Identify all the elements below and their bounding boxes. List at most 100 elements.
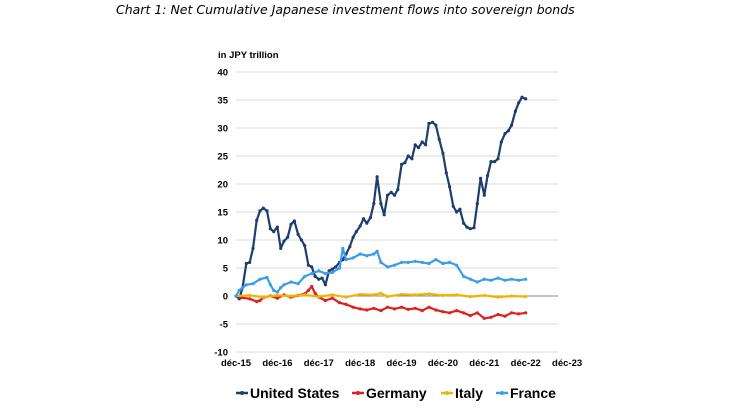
data-point	[465, 225, 469, 229]
y-axis-ticks: -10 -5 0 5 10 15 20 25 30 35 40	[214, 68, 228, 359]
data-point	[268, 227, 272, 231]
data-point	[468, 295, 472, 299]
data-point	[323, 283, 327, 287]
data-point	[248, 260, 252, 264]
data-point	[358, 307, 362, 311]
data-point	[427, 121, 431, 126]
data-point	[310, 265, 314, 269]
data-point	[479, 176, 483, 180]
data-point	[468, 314, 472, 318]
data-point	[337, 301, 342, 305]
data-point	[375, 175, 379, 179]
data-point	[448, 260, 452, 264]
data-point	[400, 162, 404, 166]
data-point	[251, 282, 255, 286]
data-point	[489, 315, 493, 319]
legend-marker	[240, 391, 244, 395]
data-point	[289, 280, 293, 284]
data-point	[275, 296, 279, 300]
data-point	[379, 309, 383, 313]
series-line-germany	[234, 285, 527, 320]
data-point	[258, 277, 262, 281]
data-point	[510, 123, 514, 127]
data-point	[234, 294, 238, 298]
data-point	[286, 235, 290, 239]
data-point	[503, 314, 507, 318]
chart-title: Chart 1: Net Cumulative Japanese investm…	[116, 2, 575, 17]
data-point	[420, 260, 424, 264]
data-point	[251, 246, 255, 250]
data-point	[289, 294, 293, 298]
y-tick-label: 20	[217, 180, 228, 191]
data-point	[434, 308, 438, 312]
y-tick-label: 25	[217, 152, 228, 163]
data-point	[299, 238, 303, 242]
data-point	[237, 288, 241, 292]
data-point	[279, 286, 283, 290]
data-point	[296, 282, 300, 286]
data-point	[441, 293, 445, 297]
data-point	[303, 293, 307, 297]
data-point	[431, 120, 435, 124]
data-point	[330, 270, 334, 275]
legend-label: United States	[250, 385, 340, 401]
data-point	[392, 307, 397, 311]
data-point	[392, 193, 397, 197]
data-point	[475, 202, 479, 206]
data-point	[323, 272, 327, 276]
data-point	[372, 306, 376, 310]
data-point	[337, 266, 342, 270]
data-point	[472, 226, 476, 230]
data-point	[317, 269, 321, 273]
data-point	[517, 101, 521, 105]
data-point	[441, 151, 445, 155]
data-point	[241, 296, 245, 300]
data-point	[261, 206, 265, 210]
data-point	[379, 260, 383, 264]
data-point	[382, 213, 386, 217]
data-point	[482, 277, 486, 281]
data-point	[524, 311, 528, 315]
data-point	[400, 292, 404, 296]
data-point	[351, 256, 355, 260]
x-tick-label: déc-22	[511, 358, 541, 369]
data-point	[385, 265, 390, 269]
data-point	[510, 277, 514, 281]
data-point	[413, 143, 417, 147]
data-point	[441, 261, 445, 266]
data-point	[406, 260, 410, 264]
data-point	[455, 210, 459, 214]
data-point	[255, 300, 259, 304]
data-point	[400, 260, 404, 264]
data-point	[258, 298, 262, 303]
data-point	[289, 222, 293, 226]
data-point	[358, 292, 362, 296]
data-point	[489, 160, 493, 164]
data-point	[306, 263, 310, 267]
data-point	[475, 280, 479, 284]
y-tick-label: 40	[217, 68, 228, 79]
data-point	[365, 308, 369, 312]
data-point	[310, 284, 314, 289]
data-point	[462, 274, 466, 278]
data-point	[427, 305, 431, 309]
data-point	[248, 297, 252, 301]
data-point	[468, 277, 472, 281]
data-point	[334, 265, 338, 269]
data-point	[413, 306, 417, 310]
data-point	[427, 292, 431, 296]
x-tick-label: déc-17	[304, 358, 334, 369]
legend-label: Italy	[455, 385, 483, 401]
data-point	[510, 294, 514, 298]
legend-label: Germany	[366, 385, 427, 401]
x-tick-label: déc-23	[552, 358, 582, 369]
data-point	[330, 296, 334, 300]
data-point	[279, 246, 283, 250]
data-point	[499, 140, 503, 144]
data-point	[524, 295, 528, 299]
data-point	[368, 216, 373, 220]
data-point	[455, 263, 459, 267]
data-point	[317, 277, 321, 281]
data-point	[475, 311, 479, 315]
legend-label: France	[510, 385, 556, 401]
